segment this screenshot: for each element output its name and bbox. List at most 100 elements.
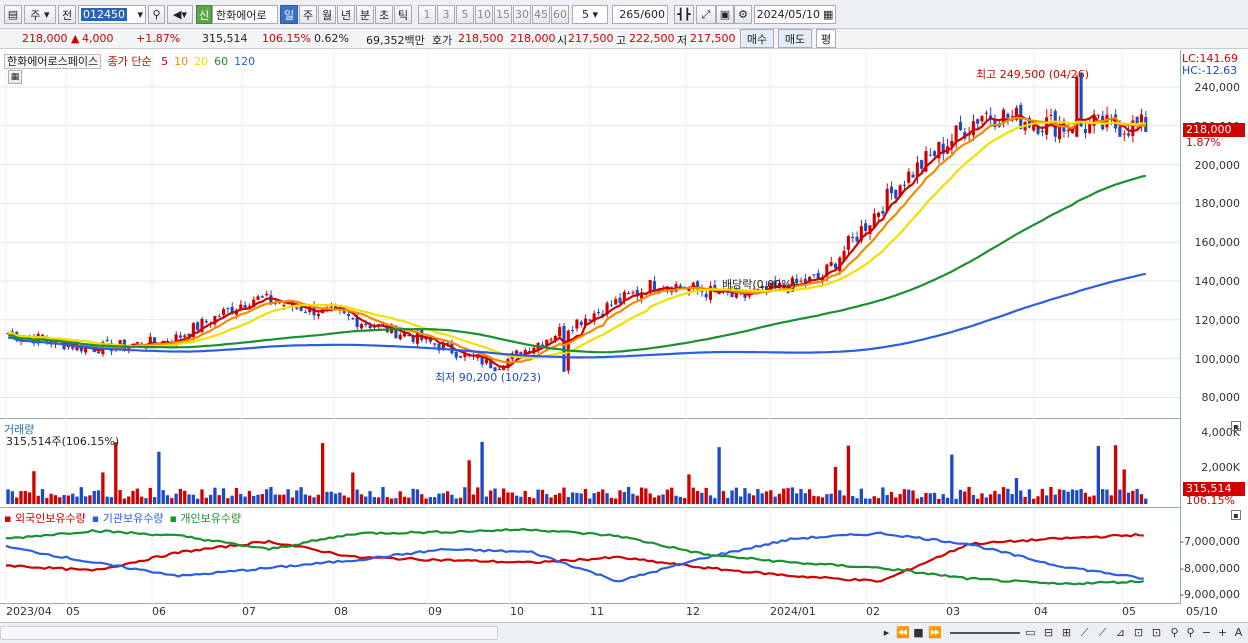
period-button[interactable]: 초: [375, 5, 393, 24]
minute-button[interactable]: 3: [437, 5, 455, 24]
save-icon[interactable]: ▣: [716, 5, 734, 24]
volume-bar: [187, 494, 191, 504]
volume-bar: [286, 489, 290, 504]
period-button[interactable]: 일: [280, 5, 298, 24]
interval-value: 5: [581, 8, 589, 21]
scroll-left-icon[interactable]: ▸: [883, 626, 890, 639]
x-axis-label: 09: [428, 605, 442, 618]
camera-icon[interactable]: ⊡: [1151, 626, 1162, 639]
candle: [1131, 120, 1135, 136]
candle-type-icon[interactable]: ┫┣: [674, 5, 694, 24]
price-axis-label: 160,000: [1194, 236, 1241, 250]
interval-select[interactable]: 5 ▾: [572, 5, 608, 24]
stock-name: 한화에어로: [212, 5, 278, 24]
candle: [859, 226, 863, 241]
panel-close-icon[interactable]: ▪: [1231, 421, 1241, 431]
speaker-icon[interactable]: ◀▾: [167, 5, 193, 24]
date-field[interactable]: 2024/05/10 ▦: [754, 5, 836, 24]
market-label: 주: [30, 8, 41, 22]
volume-bar: [734, 487, 739, 504]
zoom-out-icon[interactable]: ▭: [1025, 626, 1036, 639]
volume-bar: [657, 495, 661, 504]
period-button[interactable]: 분: [356, 5, 374, 24]
volume-bar: [252, 495, 256, 504]
candle: [842, 250, 846, 261]
minute-button[interactable]: 15: [494, 5, 512, 24]
candle: [803, 278, 807, 284]
chart-canvas[interactable]: [0, 50, 1180, 604]
candle: [437, 344, 441, 351]
table-icon[interactable]: ▦: [8, 70, 22, 84]
gear-icon[interactable]: ⚙: [734, 5, 752, 24]
candle: [1126, 133, 1131, 136]
calendar-icon[interactable]: ▦: [823, 8, 834, 21]
text-tool-icon[interactable]: ⊡: [1133, 626, 1144, 639]
volume-bar: [234, 488, 239, 504]
zoom-slider[interactable]: [950, 632, 1020, 634]
trend-tool-icon[interactable]: ⟋: [1098, 626, 1107, 639]
chevron-down-icon[interactable]: ▾: [137, 8, 143, 21]
volume-bar: [49, 493, 53, 504]
period-button[interactable]: 주: [299, 5, 317, 24]
minute-button[interactable]: 10: [475, 5, 493, 24]
prev-button[interactable]: 전: [58, 5, 76, 24]
plus-icon[interactable]: +: [1217, 626, 1228, 639]
volume-bar: [484, 496, 489, 504]
candle: [196, 322, 200, 331]
minus-icon[interactable]: −: [1201, 626, 1212, 639]
fast-forward-icon[interactable]: ⏩: [928, 626, 942, 639]
volume-value: 315,514: [202, 32, 248, 45]
layout-icon[interactable]: ▤: [4, 5, 22, 24]
rewind-icon[interactable]: ⏪: [896, 626, 910, 639]
period-button[interactable]: 년: [337, 5, 355, 24]
horizontal-scrollbar[interactable]: [0, 626, 498, 640]
low-annotation: 최저 90,200 (10/23): [435, 371, 542, 384]
candle: [588, 319, 592, 321]
sell-button[interactable]: 매도: [778, 29, 812, 48]
draw-tool-icon[interactable]: ⤢: [696, 5, 716, 24]
stock-code-input[interactable]: 012450 ▾: [78, 5, 146, 24]
volume-bar: [157, 451, 161, 504]
panel-close-icon[interactable]: ▪: [1231, 510, 1241, 520]
volume-bar: [1083, 492, 1088, 504]
volume-bar: [122, 498, 127, 504]
volume-bar: [497, 497, 501, 504]
candle: [799, 280, 803, 282]
search-icon[interactable]: ⚲: [1186, 626, 1195, 639]
volume-legend: 거래량: [4, 421, 34, 437]
volume-bar: [79, 487, 83, 504]
stop-icon[interactable]: ■: [913, 626, 924, 639]
eval-button[interactable]: 평: [816, 29, 836, 48]
volume-bar: [1092, 495, 1096, 504]
minute-button[interactable]: 5: [456, 5, 474, 24]
font-size-icon[interactable]: A: [1234, 626, 1243, 639]
market-select[interactable]: 주 ▾: [24, 5, 56, 24]
buy-button[interactable]: 매수: [740, 29, 774, 48]
candle: [368, 325, 372, 329]
candle: [907, 171, 911, 183]
high-price: 222,500: [629, 32, 675, 45]
volume-bar: [1131, 490, 1135, 504]
minute-button[interactable]: 30: [513, 5, 531, 24]
grid-icon[interactable]: ⊞: [1061, 626, 1072, 639]
minute-button[interactable]: 1: [418, 5, 436, 24]
holding-axis-label: -8,000,000: [1180, 561, 1240, 575]
candle: [446, 343, 450, 345]
minute-button[interactable]: 60: [551, 5, 569, 24]
minute-button[interactable]: 45: [532, 5, 550, 24]
volume-bar: [540, 489, 545, 504]
period-button[interactable]: 틱: [394, 5, 412, 24]
candle: [993, 119, 997, 127]
volume-bar: [424, 498, 428, 504]
count-field[interactable]: 265/600: [612, 5, 668, 24]
magnify-icon[interactable]: ⚲: [1170, 626, 1179, 639]
chart-icon[interactable]: ⊟: [1043, 626, 1054, 639]
candle: [497, 368, 501, 370]
search-icon[interactable]: ⚲: [148, 5, 165, 24]
period-button[interactable]: 월: [318, 5, 336, 24]
holding-axis-label: -9,000,000: [1180, 588, 1240, 601]
line-tool-icon[interactable]: ⟋: [1080, 626, 1089, 639]
volume-bar: [75, 496, 79, 504]
volume-bar: [433, 497, 437, 504]
fib-tool-icon[interactable]: ⊿: [1115, 626, 1126, 639]
